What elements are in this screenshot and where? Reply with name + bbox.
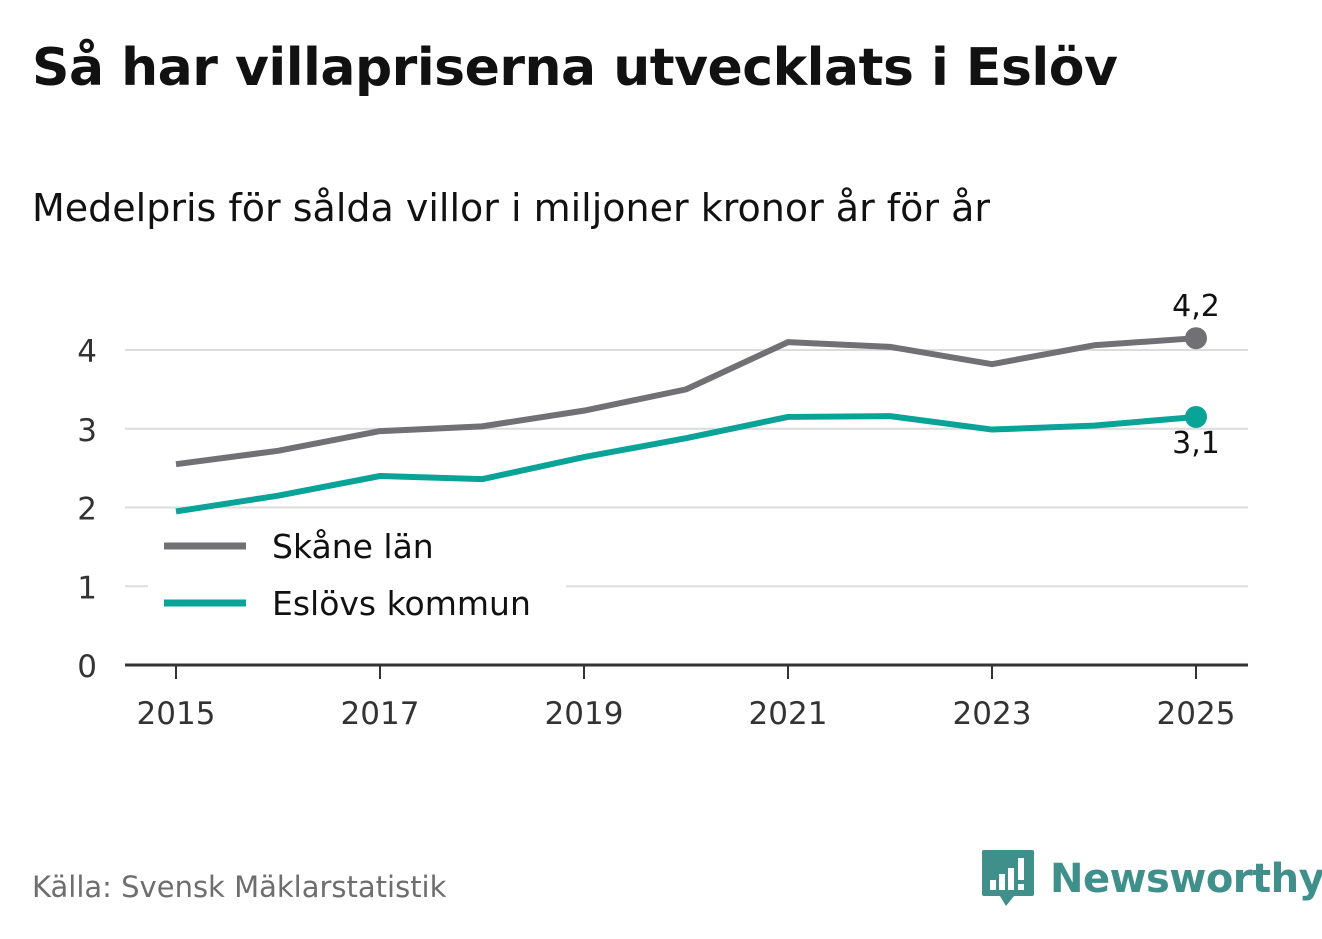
series-line-0 <box>175 335 1197 468</box>
chart-subtitle: Medelpris för sålda villor i miljoner kr… <box>32 186 991 230</box>
source-note: Källa: Svensk Mäklarstatistik <box>32 870 447 904</box>
series-end-point-1 <box>1185 405 1207 428</box>
brand-name: Newsworthy <box>1050 856 1322 902</box>
x-tick-label: 2019 <box>545 696 624 732</box>
x-tick-label: 2015 <box>137 696 216 732</box>
x-tick-label: 2021 <box>749 696 828 732</box>
legend-label-1: Eslövs kommun <box>272 584 531 623</box>
axes: 0 1 2 3 4 2015 2017 2019 2021 2023 2025 <box>77 334 1248 732</box>
series: 4,2 3,1 <box>175 289 1220 515</box>
x-tick-label: 2025 <box>1157 696 1236 732</box>
y-tick-label: 3 <box>77 413 97 449</box>
y-tick-label: 1 <box>77 570 97 606</box>
y-tick-label: 0 <box>77 649 97 685</box>
brand-logo: Newsworthy <box>980 848 1322 910</box>
series-line-1 <box>175 413 1197 515</box>
x-tick-label: 2017 <box>341 696 420 732</box>
series-end-label-0: 4,2 <box>1172 289 1220 324</box>
x-tick-label: 2023 <box>953 696 1032 732</box>
y-tick-label: 4 <box>77 334 97 370</box>
y-tick-label: 2 <box>77 492 97 528</box>
legend: Skåne län Eslövs kommun <box>148 515 566 640</box>
chart-title: Så har villapriserna utvecklats i Eslöv <box>32 38 1118 98</box>
legend-background <box>148 515 566 640</box>
series-end-point-0 <box>1185 327 1207 350</box>
series-end-label-1: 3,1 <box>1172 426 1220 461</box>
legend-label-0: Skåne län <box>272 527 434 566</box>
newsworthy-logo-icon <box>982 850 1034 906</box>
